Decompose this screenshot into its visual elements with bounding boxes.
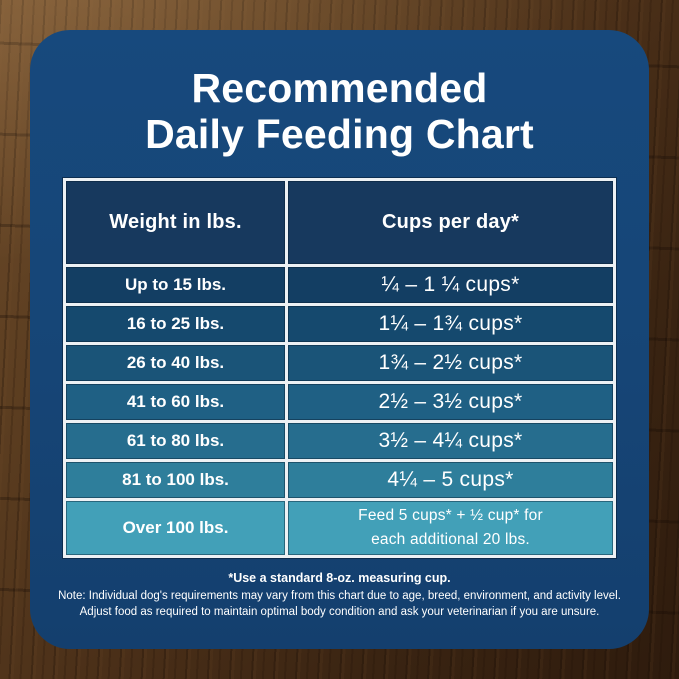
cups-value: ¼ – 1 ¼ cups* [381, 272, 520, 296]
page-title: Recommended Daily Feeding Chart [30, 30, 649, 158]
col-header-weight: Weight in lbs. [66, 180, 285, 264]
disclaimer-line-2: Adjust food as required to maintain opti… [79, 606, 600, 619]
weight-cell-6: 81 to 100 lbs. [66, 461, 285, 498]
weight-cell-3: 26 to 40 lbs. [66, 344, 285, 381]
col-header-cups-label: Cups per day* [381, 210, 520, 233]
weight-value: 81 to 100 lbs. [122, 469, 229, 489]
weight-value: Up to 15 lbs. [124, 274, 227, 294]
cups-cell-1: ¼ – 1 ¼ cups* [288, 266, 613, 303]
weight-value: 16 to 25 lbs. [126, 313, 225, 333]
cups-cell-4: 2½ – 3½ cups* [288, 383, 613, 420]
weight-cell-2: 16 to 25 lbs. [66, 305, 285, 342]
feeding-table: Weight in lbs. Cups per day* Up to 15 lb… [63, 177, 616, 558]
weight-value: 61 to 80 lbs. [126, 430, 225, 450]
weight-cell-1: Up to 15 lbs. [66, 266, 285, 303]
cups-value-line-2: each additional 20 lbs. [371, 530, 530, 548]
cups-cell-6: 4¼ – 5 cups* [288, 461, 613, 498]
cups-value: 3½ – 4¼ cups* [378, 428, 523, 452]
feeding-chart-card: Recommended Daily Feeding Chart Weight i… [30, 30, 649, 649]
footnotes: *Use a standard 8-oz. measuring cup. Not… [30, 571, 649, 621]
weight-value: 41 to 60 lbs. [126, 391, 225, 411]
cups-value-line-1: Feed 5 cups* + ½ cup* for [358, 506, 543, 524]
cups-value: 1¾ – 2½ cups* [378, 350, 523, 374]
cups-cell-2: 1¼ – 1¾ cups* [288, 305, 613, 342]
page-title-line-2: Daily Feeding Chart [145, 110, 534, 157]
cups-value: 4¼ – 5 cups* [387, 467, 514, 491]
weight-value: 26 to 40 lbs. [126, 352, 225, 372]
cups-value: 1¼ – 1¾ cups* [378, 311, 523, 335]
weight-value: Over 100 lbs. [122, 517, 229, 537]
cups-cell-7: Feed 5 cups* + ½ cup* for each additiona… [288, 500, 613, 555]
measuring-cup-note: *Use a standard 8-oz. measuring cup. [228, 570, 451, 585]
weight-cell-5: 61 to 80 lbs. [66, 422, 285, 459]
page-title-line-1: Recommended [191, 65, 488, 111]
cups-value: 2½ – 3½ cups* [378, 389, 523, 413]
weight-cell-7: Over 100 lbs. [66, 500, 285, 555]
weight-cell-4: 41 to 60 lbs. [66, 383, 285, 420]
disclaimer-line-1: Note: Individual dog's requirements may … [58, 589, 621, 602]
cups-cell-3: 1¾ – 2½ cups* [288, 344, 613, 381]
cups-cell-5: 3½ – 4¼ cups* [288, 422, 613, 459]
col-header-weight-label: Weight in lbs. [109, 210, 242, 233]
col-header-cups: Cups per day* [288, 180, 613, 264]
